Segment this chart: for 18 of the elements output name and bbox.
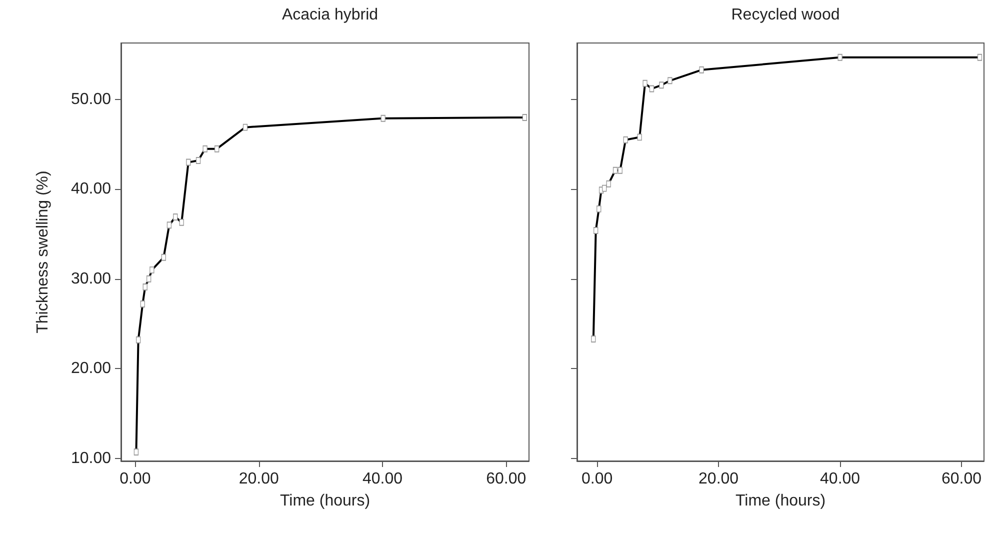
y-axis-title: Thickness swelling (%) [34,170,52,334]
x-tick-label: 60.00 [942,470,982,488]
x-tick-label: 0.00 [120,470,151,488]
x-tick-label: 40.00 [820,470,860,488]
y-tick-label: 40.00 [70,180,112,198]
chart-title: Acacia hybrid [282,6,378,24]
y-tick-label: 50.00 [70,91,112,108]
chart-title: Recycled wood [731,6,840,24]
x-tick-label: 60.00 [486,470,526,488]
y-tick-label: 20.00 [70,360,112,378]
y-tick-label: 30.00 [70,270,112,288]
x-tick-label: 20.00 [698,470,739,488]
x-tick-label: 40.00 [362,470,403,488]
y-tick-label: 10.00 [70,450,112,467]
x-axis-title: Time (hours) [280,492,370,510]
x-tick-label: 20.00 [238,470,279,488]
x-tick-label: 0.00 [581,470,613,488]
x-axis-title: Time (hours) [735,492,826,510]
